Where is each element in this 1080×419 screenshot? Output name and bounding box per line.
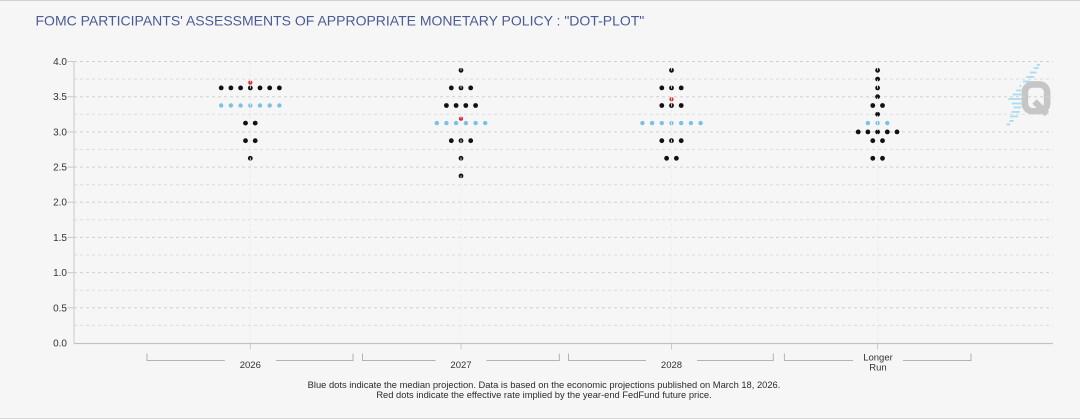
svg-text:Blue dots indicate the median: Blue dots indicate the median projection… [308, 380, 781, 390]
svg-text:2.0: 2.0 [53, 198, 67, 209]
svg-text:4.0: 4.0 [53, 57, 67, 68]
svg-text:2028: 2028 [661, 360, 682, 371]
svg-text:3.5: 3.5 [53, 92, 67, 103]
svg-text:1.5: 1.5 [53, 233, 67, 244]
svg-text:FOMC PARTICIPANTS' ASSESSMENTS: FOMC PARTICIPANTS' ASSESSMENTS OF APPROP… [36, 13, 645, 29]
svg-text:Red dots indicate the effectiv: Red dots indicate the effective rate imp… [376, 390, 711, 400]
svg-text:2027: 2027 [450, 360, 471, 371]
svg-text:Run: Run [869, 362, 886, 373]
svg-text:Longer: Longer [863, 352, 893, 363]
svg-text:0.0: 0.0 [53, 339, 67, 350]
svg-text:3.0: 3.0 [53, 127, 67, 138]
svg-text:2026: 2026 [240, 360, 261, 371]
svg-text:0.5: 0.5 [53, 303, 67, 314]
svg-text:2.5: 2.5 [53, 163, 67, 174]
svg-text:1.0: 1.0 [53, 268, 67, 279]
